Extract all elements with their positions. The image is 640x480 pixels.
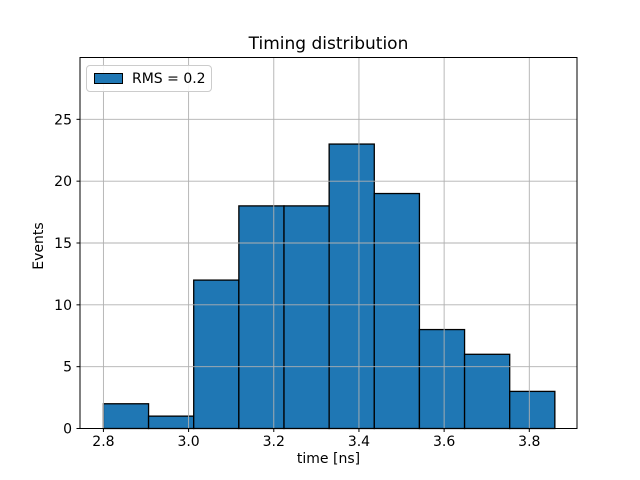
histogram-bar xyxy=(147,415,195,430)
histogram-bar xyxy=(509,390,556,430)
axes-spine xyxy=(79,57,578,429)
histogram-bar xyxy=(283,205,330,430)
y-tick-label: 10 xyxy=(54,298,72,314)
x-tick-label: 3.6 xyxy=(433,434,455,450)
chart-title: Timing distribution xyxy=(248,34,409,54)
y-tick-label: 0 xyxy=(63,422,72,438)
x-tick-label: 3.4 xyxy=(348,434,370,450)
legend: RMS = 0.2 xyxy=(86,65,212,92)
histogram-bar xyxy=(463,353,511,430)
histogram-bar xyxy=(102,403,150,430)
histogram-bar xyxy=(373,192,421,430)
y-tick-label: 15 xyxy=(54,236,72,252)
histogram-bar xyxy=(238,205,285,430)
histogram-bar xyxy=(193,279,240,430)
x-axis-label: time [ns] xyxy=(296,451,361,467)
x-tick-label: 2.8 xyxy=(92,434,114,450)
legend-swatch-icon xyxy=(94,73,123,84)
histogram-bar xyxy=(418,328,466,430)
x-tick-label: 3.8 xyxy=(518,434,540,450)
legend-label: RMS = 0.2 xyxy=(132,70,206,87)
x-tick-label: 3.2 xyxy=(263,434,285,450)
y-tick-label: 5 xyxy=(63,360,72,376)
y-tick-label: 20 xyxy=(54,174,72,190)
y-tick-label: 25 xyxy=(54,112,72,128)
histogram-bar xyxy=(328,143,375,430)
x-tick-label: 3.0 xyxy=(177,434,199,450)
